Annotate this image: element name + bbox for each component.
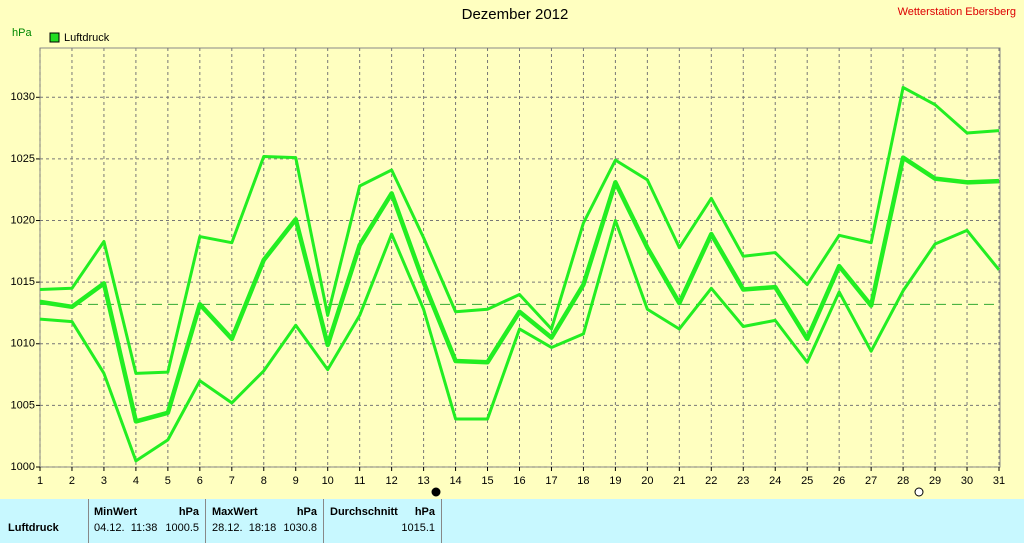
x-tick-label: 19 [609,475,621,487]
data-line [39,85,1000,375]
x-tick-label: 8 [261,475,267,487]
x-tick-label: 2 [69,475,75,487]
row-label: Luftdruck [8,522,59,534]
y-tick-label: 1005 [11,399,35,411]
col-time: 04.12. 11:38 [94,522,158,534]
x-tick-label: 21 [673,475,685,487]
table-cell: MaxWert hPa 28.12. 18:18 1030.8 [206,499,324,543]
x-tick-label: 11 [354,475,365,487]
chart-title: Dezember 2012 [462,6,569,23]
x-tick-label: 22 [705,475,717,487]
col-unit: hPa [414,506,435,518]
moon-icon [914,487,924,497]
y-axis-label: hPa [12,27,32,39]
col-unit: hPa [296,506,317,518]
col-time: 28.12. 18:18 [212,522,277,534]
moon-icon [431,487,441,497]
data-line [39,219,1001,463]
col-value: 1015.1 [401,522,435,534]
col-name: MinWert [94,506,138,518]
table-cell: Durchschnitt hPa 1015.1 [324,499,442,543]
y-tick-label: 1015 [11,276,35,288]
x-tick-label: 1 [37,475,43,487]
stats-table: Luftdruck MinWert hPa 04.12. 11:38 1000.… [0,499,1024,543]
y-tick-label: 1010 [11,338,35,350]
x-tick-label: 14 [449,475,461,487]
x-tick-label: 3 [101,475,107,487]
x-tick-label: 7 [229,475,235,487]
table-label-cell: Luftdruck [0,499,89,543]
col-name: Durchschnitt [330,506,398,518]
y-tick-label: 1000 [11,461,35,473]
x-tick-label: 30 [961,475,973,487]
data-line [39,155,1000,424]
x-tick-label: 9 [293,475,299,487]
x-tick-label: 24 [769,475,781,487]
legend-swatch [49,32,60,43]
x-tick-label: 13 [417,475,429,487]
x-tick-label: 27 [865,475,877,487]
x-tick-label: 26 [833,475,845,487]
x-tick-label: 18 [577,475,589,487]
x-tick-label: 17 [545,475,557,487]
col-unit: hPa [178,506,199,518]
x-tick-label: 12 [386,475,398,487]
x-tick-label: 25 [801,475,813,487]
x-tick-label: 16 [513,475,525,487]
station: Wetterstation Ebersberg [898,6,1016,18]
col-value: 1000.5 [165,522,199,534]
x-tick-label: 29 [929,475,941,487]
col-value: 1030.8 [283,522,317,534]
x-tick-label: 5 [165,475,171,487]
y-tick-label: 1025 [11,153,35,165]
x-tick-label: 4 [133,475,139,487]
x-tick-label: 28 [897,475,909,487]
table-cell: MinWert hPa 04.12. 11:38 1000.5 [89,499,206,543]
legend-label: Luftdruck [64,32,110,44]
x-tick-label: 23 [737,475,749,487]
x-tick-label: 20 [641,475,653,487]
chart: Dezember 2012 Wetterstation Ebersberg hP… [11,6,1016,497]
x-tick-label: 10 [322,475,334,487]
x-tick-label: 6 [197,475,203,487]
x-tick-label: 31 [993,475,1005,487]
col-name: MaxWert [212,506,258,518]
y-tick-label: 1030 [11,91,35,103]
x-tick-label: 15 [481,475,493,487]
y-tick-label: 1020 [11,214,35,226]
